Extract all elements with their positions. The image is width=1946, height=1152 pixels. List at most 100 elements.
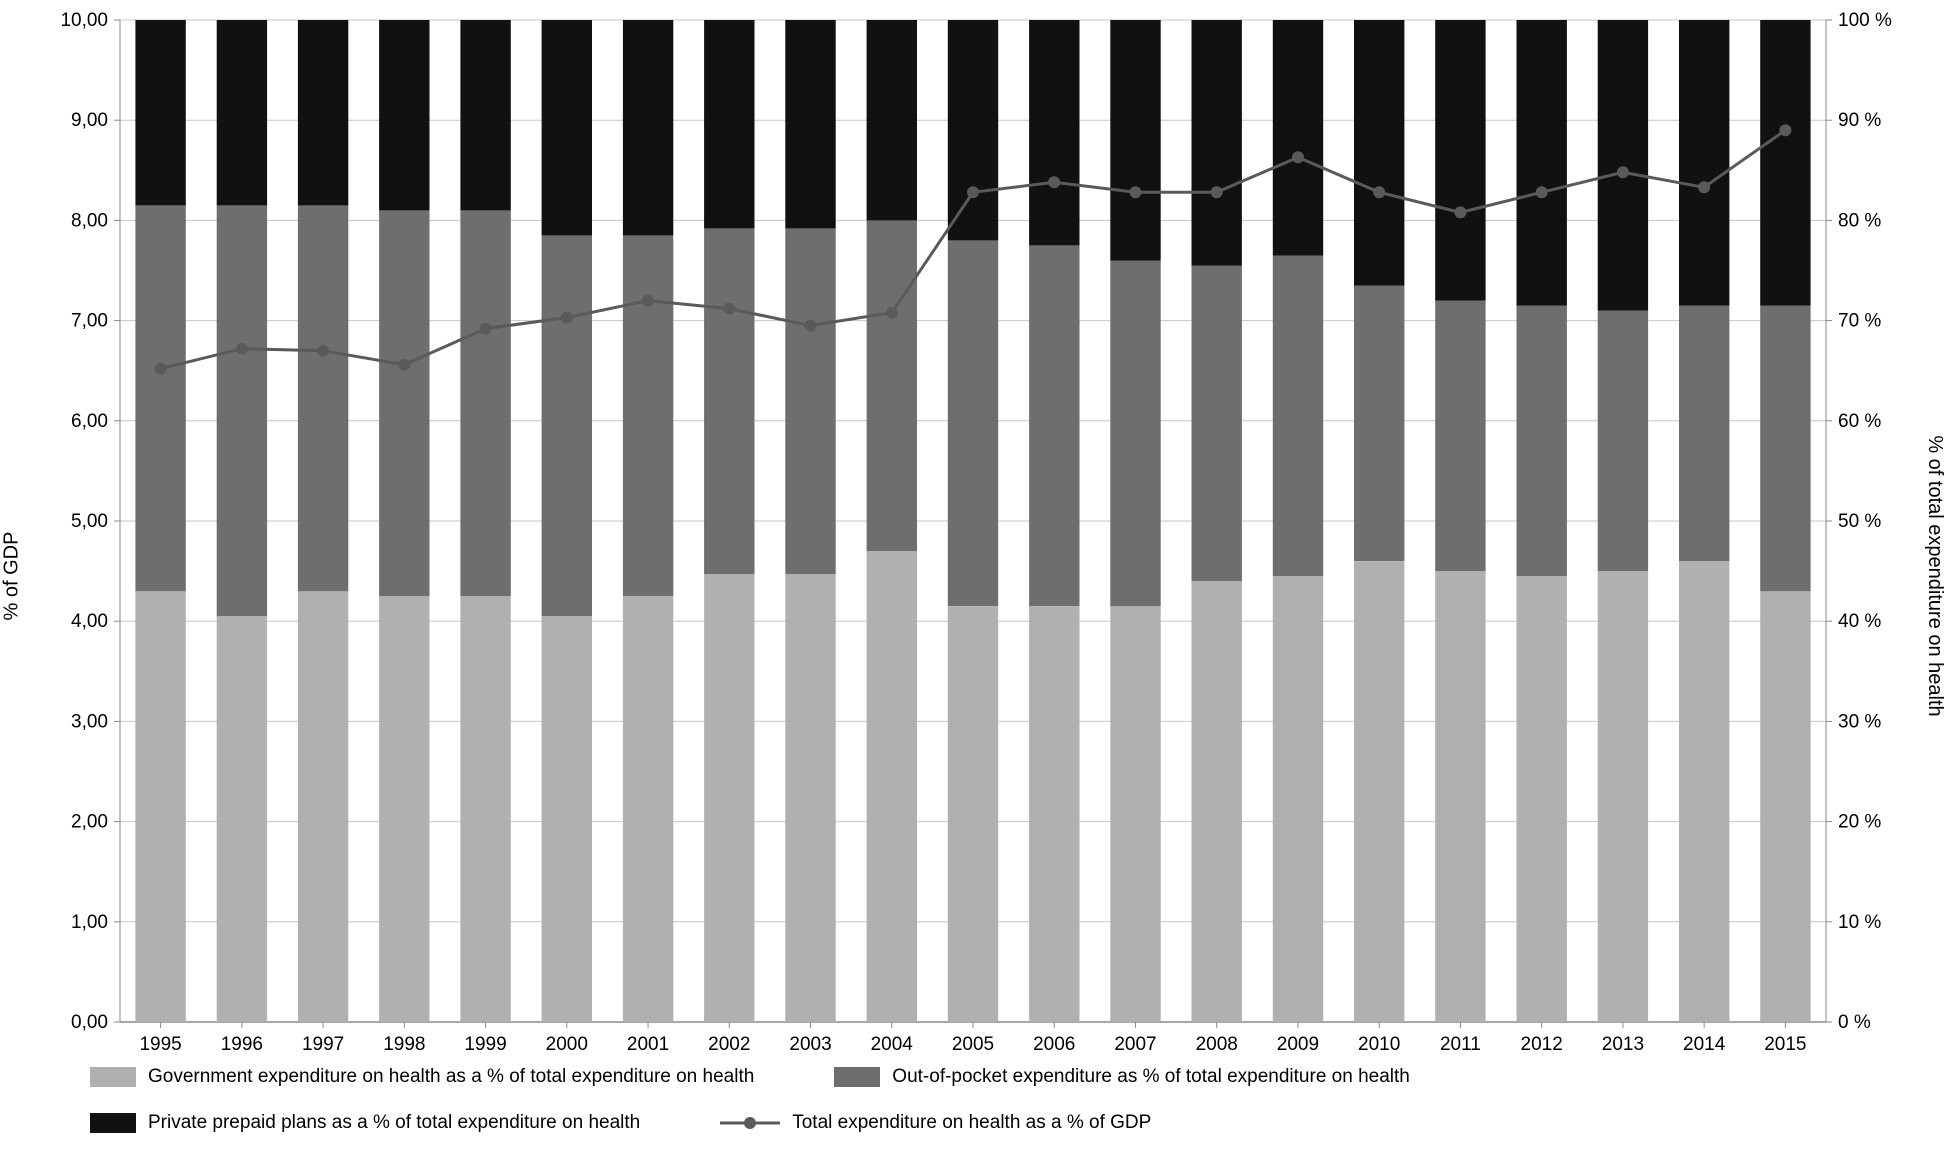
bar-outofpocket bbox=[379, 210, 429, 596]
svg-text:2,00: 2,00 bbox=[71, 812, 108, 833]
line-marker bbox=[561, 312, 573, 324]
legend-label-government: Government expenditure on health as a % … bbox=[148, 1066, 754, 1088]
chart-svg: 0,000 %1,0010 %2,0020 %3,0030 %4,0040 %5… bbox=[0, 0, 1946, 1080]
bar-prepaid bbox=[785, 20, 835, 228]
svg-text:2010: 2010 bbox=[1358, 1034, 1400, 1055]
svg-text:40 %: 40 % bbox=[1838, 611, 1881, 632]
bar-government bbox=[135, 591, 185, 1022]
line-marker bbox=[480, 323, 492, 335]
legend-swatch-outofpocket bbox=[834, 1067, 880, 1087]
bar-government bbox=[1273, 576, 1323, 1022]
legend-item-prepaid: Private prepaid plans as a % of total ex… bbox=[90, 1112, 640, 1134]
svg-text:8,00: 8,00 bbox=[71, 210, 108, 231]
bar-government bbox=[1679, 561, 1729, 1022]
bar-prepaid bbox=[135, 20, 185, 205]
bar-outofpocket bbox=[1598, 311, 1648, 571]
bar-outofpocket bbox=[867, 220, 917, 551]
bar-government bbox=[1517, 576, 1567, 1022]
svg-text:9,00: 9,00 bbox=[71, 110, 108, 131]
line-marker bbox=[805, 320, 817, 332]
svg-text:1996: 1996 bbox=[221, 1034, 263, 1055]
line-marker bbox=[1536, 186, 1548, 198]
bar-prepaid bbox=[1192, 20, 1242, 266]
bar-prepaid bbox=[1679, 20, 1729, 306]
line-marker bbox=[1130, 186, 1142, 198]
svg-text:0,00: 0,00 bbox=[71, 1012, 108, 1033]
bar-prepaid bbox=[460, 20, 510, 210]
bar-outofpocket bbox=[948, 240, 998, 606]
svg-text:30 %: 30 % bbox=[1838, 711, 1881, 732]
bar-government bbox=[379, 596, 429, 1022]
bar-outofpocket bbox=[1760, 306, 1810, 592]
svg-text:2013: 2013 bbox=[1602, 1034, 1644, 1055]
bar-outofpocket bbox=[1679, 306, 1729, 561]
bar-prepaid bbox=[1760, 20, 1810, 306]
svg-text:2012: 2012 bbox=[1521, 1034, 1563, 1055]
svg-text:2004: 2004 bbox=[871, 1034, 914, 1055]
bar-outofpocket bbox=[623, 235, 673, 596]
bar-prepaid bbox=[867, 20, 917, 220]
bar-outofpocket bbox=[135, 205, 185, 591]
bar-government bbox=[1110, 606, 1160, 1022]
line-marker bbox=[1698, 181, 1710, 193]
legend-label-line: Total expenditure on health as a % of GD… bbox=[792, 1112, 1151, 1134]
line-marker bbox=[1292, 151, 1304, 163]
bar-government bbox=[1435, 571, 1485, 1022]
bar-government bbox=[1598, 571, 1648, 1022]
svg-text:5,00: 5,00 bbox=[71, 511, 108, 532]
bar-prepaid bbox=[1354, 20, 1404, 286]
line-marker bbox=[236, 343, 248, 355]
line-marker bbox=[317, 345, 329, 357]
svg-text:1998: 1998 bbox=[383, 1034, 425, 1055]
svg-text:20 %: 20 % bbox=[1838, 812, 1881, 833]
line-marker bbox=[967, 186, 979, 198]
bar-outofpocket bbox=[298, 205, 348, 591]
bar-prepaid bbox=[704, 20, 754, 228]
bar-outofpocket bbox=[1192, 266, 1242, 582]
line-marker bbox=[1048, 176, 1060, 188]
bar-outofpocket bbox=[542, 235, 592, 616]
line-marker bbox=[155, 363, 167, 375]
svg-text:2003: 2003 bbox=[789, 1034, 831, 1055]
bar-outofpocket bbox=[217, 205, 267, 616]
y-axis-label-left: % of GDP bbox=[1, 532, 24, 621]
bar-outofpocket bbox=[1029, 245, 1079, 606]
svg-text:1999: 1999 bbox=[464, 1034, 506, 1055]
legend-swatch-line bbox=[720, 1113, 780, 1133]
legend-item-line-total-gdp: Total expenditure on health as a % of GD… bbox=[720, 1112, 1151, 1134]
bar-outofpocket bbox=[1354, 286, 1404, 562]
bar-outofpocket bbox=[1435, 301, 1485, 571]
bar-prepaid bbox=[217, 20, 267, 205]
svg-text:2007: 2007 bbox=[1114, 1034, 1156, 1055]
bar-government bbox=[1029, 606, 1079, 1022]
svg-text:1997: 1997 bbox=[302, 1034, 344, 1055]
bar-outofpocket bbox=[1517, 306, 1567, 576]
legend-swatch-government bbox=[90, 1067, 136, 1087]
bar-prepaid bbox=[542, 20, 592, 235]
legend-swatch-prepaid bbox=[90, 1113, 136, 1133]
line-marker bbox=[723, 303, 735, 315]
legend-item-outofpocket: Out-of-pocket expenditure as % of total … bbox=[834, 1066, 1410, 1088]
legend-label-prepaid: Private prepaid plans as a % of total ex… bbox=[148, 1112, 640, 1134]
bar-government bbox=[785, 574, 835, 1022]
line-marker bbox=[1373, 186, 1385, 198]
bar-outofpocket bbox=[704, 228, 754, 574]
line-marker bbox=[1454, 206, 1466, 218]
y-axis-label-right: % of total expenditure on health bbox=[1923, 435, 1946, 716]
bar-government bbox=[623, 596, 673, 1022]
svg-text:1,00: 1,00 bbox=[71, 912, 108, 933]
bar-government bbox=[460, 596, 510, 1022]
svg-text:2014: 2014 bbox=[1683, 1034, 1726, 1055]
line-marker bbox=[886, 307, 898, 319]
bar-government bbox=[948, 606, 998, 1022]
svg-text:3,00: 3,00 bbox=[71, 711, 108, 732]
bar-outofpocket bbox=[1273, 256, 1323, 577]
bar-government bbox=[704, 574, 754, 1022]
bar-prepaid bbox=[1435, 20, 1485, 301]
line-marker bbox=[1617, 166, 1629, 178]
svg-text:2005: 2005 bbox=[952, 1034, 994, 1055]
bar-government bbox=[1354, 561, 1404, 1022]
svg-text:2009: 2009 bbox=[1277, 1034, 1319, 1055]
legend: Government expenditure on health as a % … bbox=[90, 1066, 1856, 1134]
bar-prepaid bbox=[1273, 20, 1323, 256]
